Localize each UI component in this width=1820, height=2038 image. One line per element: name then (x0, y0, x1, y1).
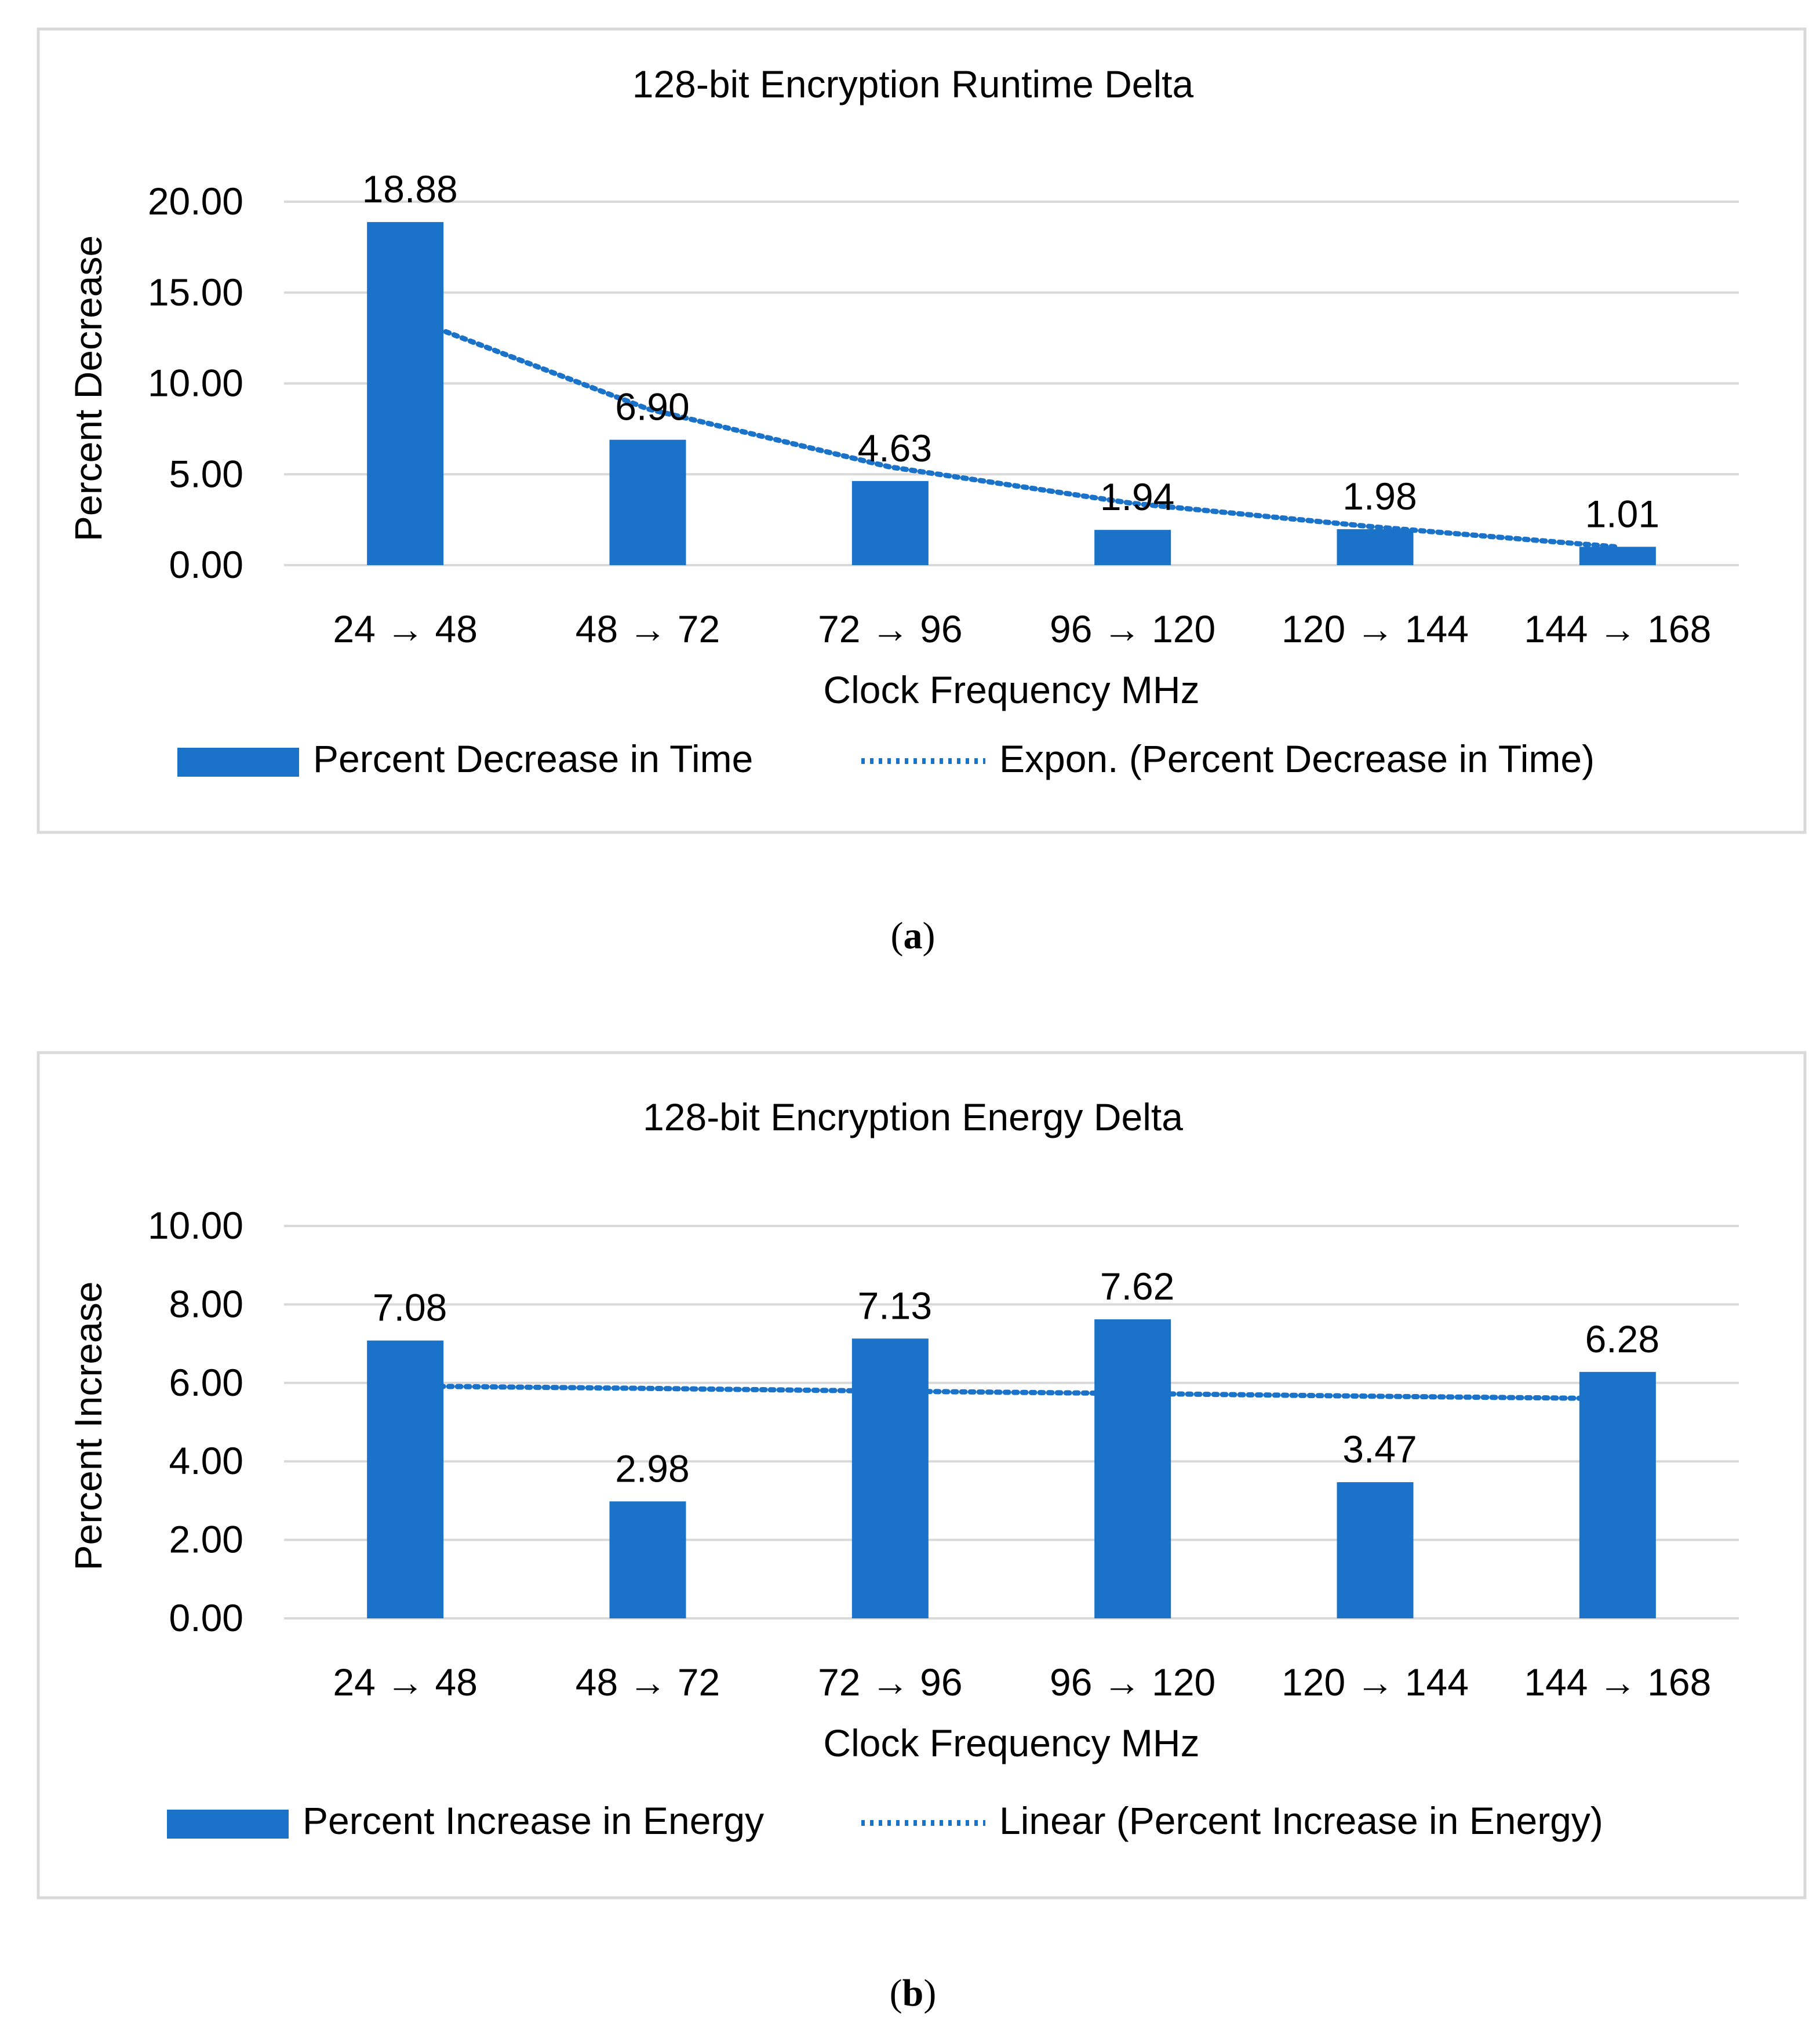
chart-a-y-tick-label: 10.00 (148, 362, 243, 405)
chart-b-legend-trend-label: Linear (Percent Increase in Energy) (999, 1799, 1603, 1842)
chart-a-trendline-path (402, 314, 1621, 550)
chart-a-gridlines (284, 201, 1739, 566)
chart-b-trendline-path (402, 1383, 1621, 1402)
chart-a-value-label: 1.98 (1342, 475, 1417, 518)
chart-a-trendline (402, 314, 1621, 550)
chart-a-bar (851, 481, 929, 565)
chart-b-x-tick-label: 24 → 48 (333, 1661, 478, 1704)
chart-a-value-label: 6.90 (615, 385, 689, 428)
chart-b-value-label: 7.08 (373, 1286, 447, 1329)
chart-a-legend-trend-label: Expon. (Percent Decrease in Time) (999, 737, 1595, 780)
chart-b-x-tick-label: 48 → 72 (576, 1661, 720, 1704)
chart-b-title: 128-bit Encryption Energy Delta (643, 1096, 1183, 1138)
chart-a-x-axis-label: Clock Frequency MHz (823, 668, 1199, 711)
chart-panel-b: 128-bit Encryption Energy Delta Percent … (37, 1051, 1807, 1899)
chart-b-x-tick-label: 96 → 120 (1050, 1661, 1215, 1704)
chart-a-title: 128-bit Encryption Runtime Delta (632, 63, 1194, 105)
chart-b-value-label: 7.62 (1100, 1265, 1174, 1308)
chart-b-y-ticks: 0.00 2.00 4.00 6.00 8.00 10.00 (148, 1204, 243, 1639)
chart-a-legend: Percent Decrease in Time Expon. (Percent… (177, 737, 1595, 780)
chart-b-bar (609, 1501, 686, 1618)
chart-a-x-tick-label: 24 → 48 (333, 607, 478, 650)
chart-a-y-axis-label: Percent Decrease (67, 235, 110, 541)
chart-b-gridlines (284, 1225, 1739, 1620)
chart-a-frame (37, 27, 1807, 834)
chart-b-y-tick-label: 4.00 (169, 1439, 243, 1482)
chart-a-legend-series-label: Percent Decrease in Time (313, 737, 753, 780)
chart-b-y-tick-label: 8.00 (169, 1282, 243, 1325)
chart-b-y-axis-label: Percent Increase (67, 1282, 110, 1571)
chart-a-x-tick-label: 96 → 120 (1050, 607, 1215, 650)
chart-a-x-tick-label: 144 → 168 (1524, 607, 1711, 650)
chart-a-x-tick-label: 48 → 72 (576, 607, 720, 650)
chart-b-y-tick-label: 6.00 (169, 1361, 243, 1404)
chart-b-y-tick-label: 10.00 (148, 1204, 243, 1247)
chart-a-y-tick-label: 20.00 (148, 180, 243, 223)
chart-b-value-label: 3.47 (1342, 1428, 1417, 1471)
chart-b-bar (1337, 1482, 1414, 1618)
chart-b-bar (1579, 1371, 1656, 1618)
chart-b-bar (367, 1340, 444, 1618)
chart-a-value-label: 1.01 (1585, 492, 1659, 535)
chart-a-bar (1337, 529, 1414, 565)
chart-b-x-axis-label: Clock Frequency MHz (823, 1722, 1199, 1764)
chart-b-legend-series-label: Percent Increase in Energy (303, 1799, 764, 1842)
chart-a-bar (1094, 530, 1171, 565)
chart-a-y-tick-label: 15.00 (148, 271, 243, 314)
chart-b-legend: Percent Increase in Energy Linear (Perce… (167, 1799, 1603, 1842)
chart-panel-a: 128-bit Encryption Runtime Delta Percent… (37, 27, 1807, 834)
chart-a-y-ticks: 0.00 5.00 10.00 15.00 20.00 (148, 180, 243, 586)
chart-a-x-tick-label: 120 → 144 (1282, 607, 1469, 650)
chart-b-value-label: 2.98 (615, 1447, 689, 1490)
chart-b-x-tick-label: 144 → 168 (1524, 1661, 1711, 1704)
chart-b-x-ticks: 24 → 48 48 → 72 72 → 96 96 → 120 120 → 144 14… (333, 1661, 1711, 1704)
chart-a-value-labels: 18.88 6.90 4.63 1.94 1.98 1.01 (362, 168, 1659, 535)
panel-a-caption: (a) (891, 915, 936, 957)
chart-a-legend-bar-swatch (177, 748, 299, 777)
chart-b-x-tick-label: 72 → 96 (818, 1661, 963, 1704)
chart-b-legend-bar-swatch (167, 1810, 289, 1839)
panel-a-caption-letter: a (904, 915, 923, 957)
chart-b-x-tick-label: 120 → 144 (1282, 1661, 1469, 1704)
chart-b-bar (1094, 1319, 1171, 1618)
chart-a-value-label: 1.94 (1100, 475, 1174, 518)
panel-b-caption: (b) (890, 1972, 937, 2014)
chart-b-value-labels: 7.08 2.98 7.13 7.62 3.47 6.28 (373, 1265, 1659, 1490)
chart-a-x-ticks: 24 → 48 48 → 72 72 → 96 96 → 120 120 → 144 14… (333, 607, 1711, 650)
chart-a-bar (367, 222, 444, 565)
chart-a-value-label: 4.63 (858, 427, 932, 470)
panel-b-caption-letter: b (902, 1972, 924, 2014)
chart-b-value-label: 7.13 (858, 1284, 932, 1327)
chart-b-y-tick-label: 2.00 (169, 1518, 243, 1561)
chart-a-value-label: 18.88 (362, 168, 458, 210)
chart-a-x-tick-label: 72 → 96 (818, 607, 963, 650)
chart-a-bar (609, 439, 686, 565)
chart-a-bar (1579, 547, 1656, 565)
chart-a-y-tick-label: 0.00 (169, 543, 243, 586)
chart-a-bars (367, 222, 1656, 565)
chart-b-y-tick-label: 0.00 (169, 1596, 243, 1639)
chart-b-trendline (402, 1383, 1621, 1402)
chart-b-bar (851, 1338, 929, 1618)
chart-b-value-label: 6.28 (1585, 1318, 1659, 1360)
chart-a-y-tick-label: 5.00 (169, 452, 243, 495)
